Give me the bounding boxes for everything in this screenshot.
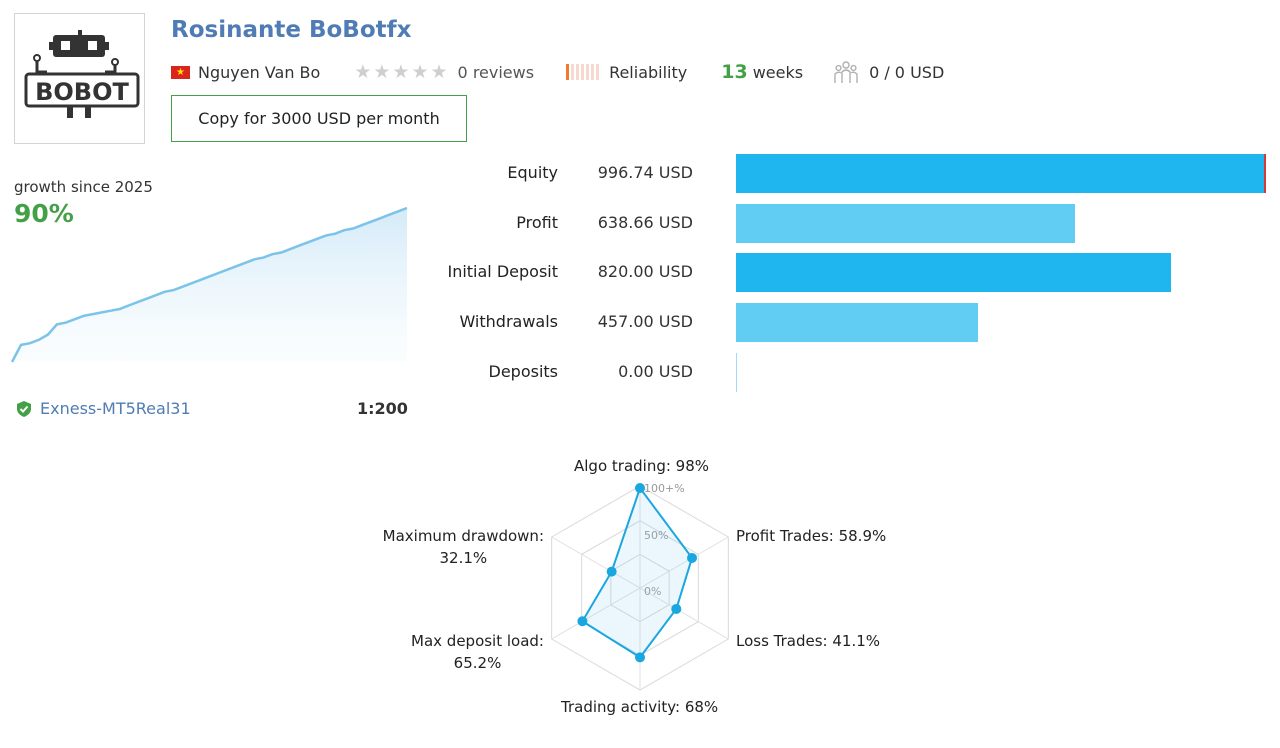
radar-scale-label: 0% xyxy=(644,585,661,598)
leverage-value: 1:200 xyxy=(357,399,408,418)
account-stats: Equity 996.74 USD Profit 638.66 USD Initial … xyxy=(420,153,1268,401)
stat-bar-track xyxy=(736,253,1266,293)
stat-bar-track xyxy=(736,303,1266,343)
vietnam-flag-icon: ★ xyxy=(171,65,190,79)
stat-bar-edge xyxy=(1264,154,1266,193)
copy-signal-button[interactable]: Copy for 3000 USD per month xyxy=(171,95,467,142)
stat-value: 820.00 USD xyxy=(597,262,693,282)
radar-chart: 100+% 50% 0% Algo trading: 98% Profit Trad… xyxy=(380,455,900,725)
signal-title[interactable]: Rosinante BoBotfx xyxy=(171,17,412,43)
growth-value: 90% xyxy=(14,199,74,228)
subscribers-icon xyxy=(834,61,858,83)
stat-bar xyxy=(736,203,1076,243)
signal-meta-row: ★ Nguyen Van Bo ★ ★ ★ ★ ★ 0 reviews Reli… xyxy=(171,58,944,86)
stat-value: 638.66 USD xyxy=(597,212,693,232)
radar-label-activity: Trading activity: 68% xyxy=(561,698,719,716)
stat-value: 0.00 USD xyxy=(618,361,693,381)
growth-area xyxy=(12,208,407,362)
logo-text: BOBOT xyxy=(35,78,129,106)
stat-row-deposits: Deposits 0.00 USD xyxy=(420,352,1268,402)
radar-axis-line xyxy=(639,587,729,640)
radar-point-loss-trades xyxy=(671,603,682,614)
stat-label: Equity xyxy=(507,163,558,182)
radar-value-shape xyxy=(581,485,694,659)
radar-label-algo: Algo trading: 98% xyxy=(574,457,710,475)
growth-label: growth since 2025 xyxy=(14,178,153,196)
star-icon: ★ xyxy=(392,60,410,83)
radar-label-loss-trades: Loss Trades: 41.1% xyxy=(736,632,881,650)
star-icon: ★ xyxy=(411,60,429,83)
star-icon: ★ xyxy=(354,60,372,83)
weeks-count: 13 xyxy=(721,61,748,83)
rating-stars: ★ ★ ★ ★ ★ xyxy=(354,60,449,83)
star-icon: ★ xyxy=(373,60,391,83)
stat-bar xyxy=(736,154,1266,193)
subscribers-value: 0 / 0 USD xyxy=(869,62,945,82)
stat-value: 996.74 USD xyxy=(597,163,693,182)
radar-point-activity xyxy=(635,652,645,663)
stat-label: Initial Deposit xyxy=(447,262,558,282)
reliability-bars-icon xyxy=(566,64,601,80)
stat-row-withdrawals: Withdrawals 457.00 USD xyxy=(420,302,1268,352)
stat-row-equity: Equity 996.74 USD xyxy=(420,153,1268,203)
growth-line xyxy=(10,206,408,363)
signal-logo: BOBOT xyxy=(14,13,145,144)
radar-point-deposit-load xyxy=(577,616,588,627)
reliability-label: Reliability xyxy=(609,62,688,82)
radar-label-drawdown: Maximum drawdown: 32.1% xyxy=(382,527,544,567)
radar-axis-line xyxy=(551,536,641,589)
stat-label: Withdrawals xyxy=(459,312,558,332)
stat-bar-track xyxy=(736,154,1266,193)
stat-row-profit: Profit 638.66 USD xyxy=(420,203,1268,253)
growth-chart[interactable] xyxy=(10,200,410,365)
radar-point-profit-trades xyxy=(687,552,698,563)
robot-logo-icon: BOBOT xyxy=(24,30,140,118)
radar-label-deposit-load: Max deposit load: 65.2% xyxy=(411,632,544,672)
star-icon: ★ xyxy=(430,60,448,83)
stat-bar-track xyxy=(736,203,1266,243)
stat-row-initial-deposit: Initial Deposit 820.00 USD xyxy=(420,252,1268,302)
stat-label: Profit xyxy=(516,212,558,232)
stat-bar xyxy=(736,303,979,343)
radar-scale-label: 100+% xyxy=(644,482,685,495)
verified-shield-icon xyxy=(17,400,31,417)
stat-label: Deposits xyxy=(488,361,559,381)
radar-label-profit-trades: Profit Trades: 58.9% xyxy=(736,527,887,545)
weeks-label: weeks xyxy=(752,62,804,82)
author-link[interactable]: Nguyen Van Bo xyxy=(198,62,321,82)
stat-bar-track xyxy=(736,352,1266,392)
radar-scale-label: 50% xyxy=(644,529,668,542)
radar-axis-line xyxy=(639,536,729,589)
reviews-link[interactable]: 0 reviews xyxy=(457,62,535,82)
broker-link[interactable]: Exness-MT5Real31 xyxy=(40,399,191,418)
stat-bar xyxy=(736,352,737,392)
broker-info: Exness-MT5Real31 xyxy=(15,399,191,418)
stat-value: 457.00 USD xyxy=(597,312,693,332)
radar-point-drawdown xyxy=(606,566,617,577)
stat-bar xyxy=(736,253,1171,293)
radar-point-algo xyxy=(635,483,645,494)
radar-axis-line xyxy=(551,587,641,640)
